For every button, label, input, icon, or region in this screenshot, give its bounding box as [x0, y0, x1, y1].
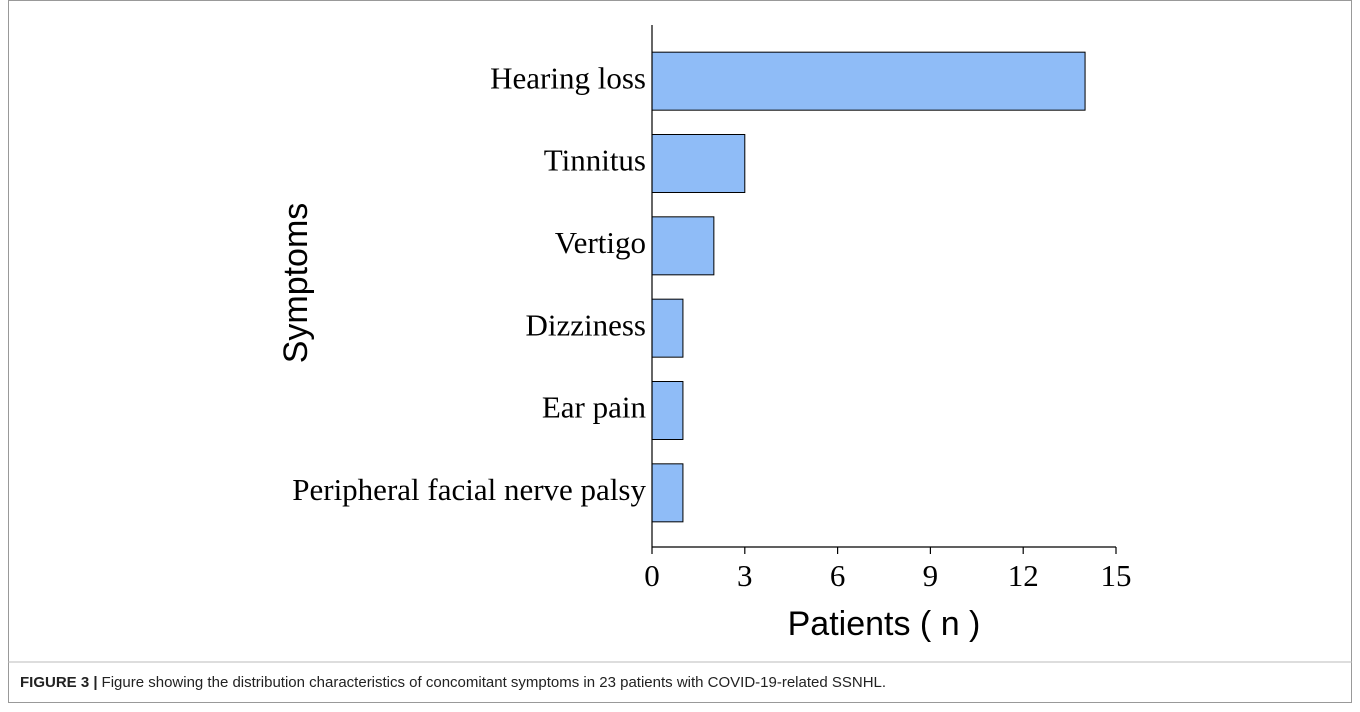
caption: FIGURE 3 | Figure showing the distributio… — [20, 674, 886, 691]
x-tick-label: 3 — [737, 558, 753, 593]
x-tick-label: 0 — [644, 558, 660, 593]
bar — [651, 216, 715, 276]
y-tick-label: Tinnitus — [544, 143, 646, 178]
bar — [651, 463, 684, 523]
frame — [8, 0, 1352, 703]
x-tick-label: 12 — [1008, 558, 1039, 593]
y-tick-label: Ear pain — [542, 390, 647, 425]
y-tick-label: Dizziness — [525, 307, 646, 342]
caption-text: Figure showing the distribution characte… — [102, 674, 887, 691]
bar — [651, 298, 684, 358]
y-tick-label: Vertigo — [555, 225, 646, 260]
x-tick-label: 9 — [923, 558, 939, 593]
bar — [651, 51, 1086, 111]
x-axis-title: Patients ( n ) — [788, 605, 981, 643]
bar — [651, 134, 746, 193]
y-tick-label: Hearing loss — [490, 60, 646, 95]
x-tick-label: 15 — [1101, 558, 1132, 593]
bar — [651, 381, 684, 440]
caption-label: FIGURE 3 | — [20, 674, 98, 691]
y-axis-title: Symptoms — [277, 203, 315, 364]
y-tick-label: Peripheral facial nerve palsy — [292, 472, 646, 507]
x-tick-label: 6 — [830, 558, 846, 593]
